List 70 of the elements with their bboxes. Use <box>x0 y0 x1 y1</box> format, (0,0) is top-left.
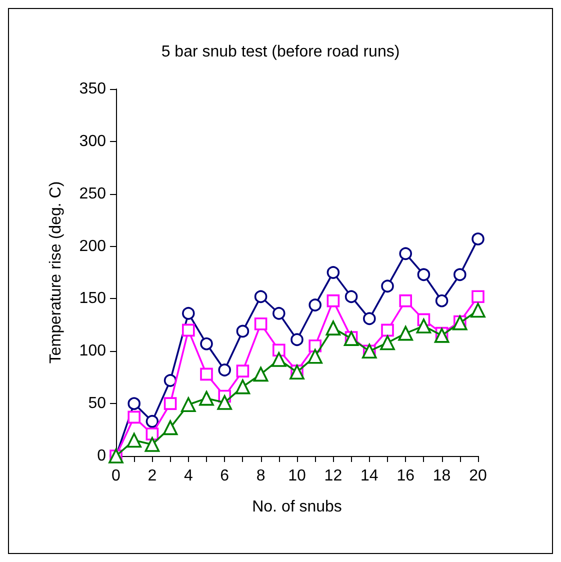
point <box>435 294 448 308</box>
point <box>126 432 142 448</box>
point <box>472 232 484 246</box>
point <box>200 368 213 381</box>
point <box>398 326 413 341</box>
y-tick-label: 250 <box>79 185 106 202</box>
point <box>253 366 268 382</box>
point <box>290 333 304 346</box>
point <box>380 335 395 350</box>
point <box>182 324 195 337</box>
point <box>164 397 177 410</box>
point <box>254 317 268 330</box>
point <box>146 428 159 440</box>
point <box>454 268 466 281</box>
point <box>164 374 177 387</box>
point <box>128 410 140 424</box>
point <box>236 364 250 378</box>
point <box>416 318 432 334</box>
point <box>235 379 250 394</box>
point <box>308 298 322 312</box>
point <box>326 294 340 308</box>
point <box>470 302 486 318</box>
x-tick-label: 14 <box>360 468 378 484</box>
point <box>146 415 159 428</box>
point <box>217 395 232 410</box>
x-tick-label: 4 <box>184 468 193 484</box>
point <box>344 290 358 304</box>
point <box>472 290 484 304</box>
y-axis-title: Temperature rise (deg. C) <box>48 181 64 364</box>
x-tick-label: 10 <box>288 468 306 484</box>
y-tick-label: 150 <box>79 290 106 308</box>
point <box>434 328 450 343</box>
x-tick-label: 0 <box>112 468 121 484</box>
point <box>182 306 195 320</box>
point <box>236 324 250 338</box>
point <box>381 324 394 337</box>
point <box>326 320 341 336</box>
point <box>218 364 231 376</box>
x-axis-title: No. of snubs <box>252 498 342 516</box>
chart-title: 5 bar snub test (before road runs) <box>161 44 400 60</box>
x-tick-label: 18 <box>432 468 451 484</box>
point <box>399 247 412 260</box>
y-tick-label: 50 <box>88 395 106 412</box>
point <box>326 266 340 279</box>
x-tick-label: 2 <box>148 468 157 484</box>
point <box>128 397 140 410</box>
y-tick-label: 0 <box>97 448 106 464</box>
x-tick-label: 8 <box>256 468 266 484</box>
point <box>181 397 196 412</box>
point <box>162 420 178 436</box>
y-tick-label: 100 <box>79 342 106 360</box>
point <box>272 306 286 320</box>
point <box>199 390 214 406</box>
point <box>254 290 268 304</box>
point <box>272 352 286 367</box>
point <box>308 348 322 364</box>
x-tick-label: 20 <box>469 468 487 484</box>
point <box>272 344 286 356</box>
x-tick-label: 12 <box>324 468 342 484</box>
x-tick-label: 6 <box>220 468 230 484</box>
y-tick-label: 200 <box>79 238 106 255</box>
x-tick-label: 16 <box>396 468 415 484</box>
point <box>381 280 394 293</box>
y-tick-label: 350 <box>79 80 106 98</box>
y-tick-label: 300 <box>79 132 106 150</box>
point <box>200 337 213 350</box>
point <box>417 268 430 281</box>
point <box>144 437 160 452</box>
point <box>363 312 376 326</box>
point <box>399 294 412 308</box>
